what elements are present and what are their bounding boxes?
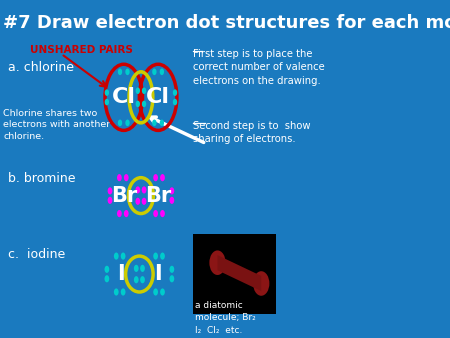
Circle shape [153,210,158,217]
FancyBboxPatch shape [193,234,276,314]
Circle shape [114,288,119,296]
Circle shape [142,186,146,194]
Circle shape [173,89,177,96]
Circle shape [117,210,122,217]
Circle shape [134,276,139,283]
Circle shape [160,252,165,260]
Circle shape [253,271,270,296]
Text: I: I [154,264,162,284]
Text: c.  iodine: c. iodine [8,247,65,261]
Polygon shape [217,255,261,291]
Circle shape [173,99,177,105]
Circle shape [108,187,112,194]
Circle shape [118,120,122,126]
Circle shape [160,69,164,75]
Circle shape [121,252,126,260]
Circle shape [152,120,157,126]
Circle shape [104,266,109,273]
Text: a. chlorine: a. chlorine [8,62,73,74]
Text: Cl: Cl [146,87,170,107]
Text: UNSHARED PAIRS: UNSHARED PAIRS [30,45,133,55]
Text: Br: Br [111,186,137,206]
Circle shape [160,288,165,296]
Circle shape [135,186,140,194]
Circle shape [209,250,225,275]
Circle shape [160,210,165,217]
Circle shape [170,197,174,204]
Circle shape [142,88,146,94]
Circle shape [170,266,174,273]
Circle shape [153,288,158,296]
Circle shape [121,288,126,296]
Circle shape [142,198,146,205]
Text: #7 Draw electron dot structures for each molecule: #7 Draw electron dot structures for each… [3,14,450,32]
Circle shape [170,187,174,194]
Circle shape [124,174,129,181]
Circle shape [152,69,157,75]
Circle shape [135,198,140,205]
Circle shape [125,69,130,75]
Circle shape [114,252,119,260]
Circle shape [140,276,145,283]
Circle shape [104,275,109,282]
Circle shape [160,120,164,126]
Circle shape [117,174,122,181]
Text: Second step is to  show
sharing of electrons.: Second step is to show sharing of electr… [193,121,310,144]
Circle shape [140,265,145,272]
Circle shape [135,88,140,94]
Circle shape [124,210,129,217]
Text: a diatomic
molecule; Br₂
I₂  Cl₂  etc.: a diatomic molecule; Br₂ I₂ Cl₂ etc. [195,300,256,335]
Text: First step is to place the
correct number of valence
electrons on the drawing.: First step is to place the correct numbe… [193,49,324,86]
Text: Cl: Cl [112,87,136,107]
Circle shape [134,265,139,272]
Text: I: I [117,264,125,284]
Circle shape [142,101,146,107]
Text: b. bromine: b. bromine [8,172,75,185]
Circle shape [118,69,122,75]
Circle shape [153,174,158,181]
Circle shape [160,174,165,181]
Text: Chlorine shares two
electrons with another
chlorine.: Chlorine shares two electrons with anoth… [3,109,110,141]
Circle shape [153,252,158,260]
Circle shape [125,120,130,126]
Circle shape [105,99,109,105]
Circle shape [170,275,174,282]
Circle shape [105,89,109,96]
Circle shape [108,197,112,204]
Circle shape [135,101,140,107]
Text: Br: Br [145,186,171,206]
